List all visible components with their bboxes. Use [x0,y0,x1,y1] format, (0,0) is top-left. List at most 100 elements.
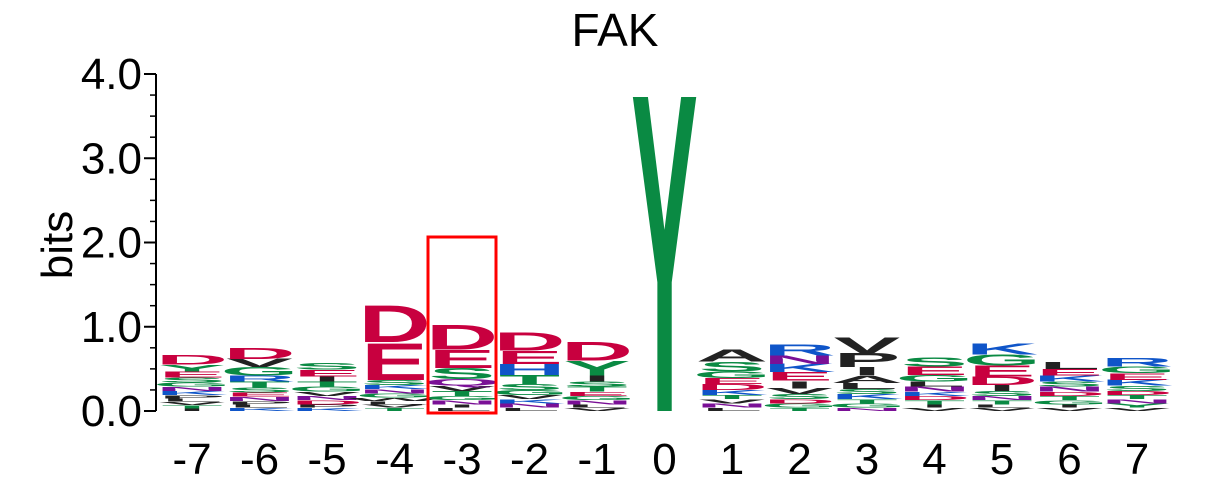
logo-letter: K [156,390,228,397]
logo-letter: D [966,375,1038,388]
logo-letter: E [294,368,361,378]
logo-letter: D [156,352,228,368]
logo-letter: N [1033,385,1105,393]
x-tick-label: 6 [1057,435,1081,484]
logo-letter: E [766,370,833,383]
logo-letter: E [226,391,293,398]
logo-letter: K [966,341,1038,358]
y-tick-label: 0.0 [81,387,142,436]
logo-letter: S [1036,380,1103,388]
logo-letter: V [1036,407,1103,412]
logo-letter: I [313,375,341,383]
logo-letter: E [361,332,428,391]
logo-letter: D [493,327,565,356]
logo-letter: V [766,387,833,396]
x-tick-label: 5 [990,435,1014,484]
logo-letter: K [696,389,768,397]
logo-letter: V [901,407,968,412]
logo-letter: E [969,363,1036,380]
x-tick-label: 3 [855,435,879,484]
logo-letter: V [564,407,631,412]
logo-letter: S [429,365,496,382]
logo-letter: N [1101,398,1173,405]
logo-letter: G [423,395,501,402]
logo-letter: L [701,407,762,412]
logo-letter: Y [159,363,226,373]
logo-letter: L [499,407,560,412]
logo-letter: V [1104,407,1171,412]
logo-letter: G [558,395,636,402]
logo-letter: V [834,333,901,358]
logo-letter: K [1101,378,1173,387]
logo-letter: T [1039,395,1100,402]
logo-letter: D [696,383,768,392]
logo-letter: L [971,403,1032,408]
logo-letter: G [963,352,1041,369]
logo-letter: N [696,402,768,409]
logo-letter: P [294,403,361,408]
logo-letter: G [153,381,231,388]
logo-letter: L [904,380,965,388]
logo-letter: I [988,384,1016,393]
logo-letter: T [701,394,762,401]
x-tick-label: 1 [720,435,744,484]
logo-letter: K [831,393,903,401]
logo-letter: D [291,399,363,406]
logo-letter: V [361,403,428,408]
logo-letter: K [898,391,970,398]
logo-letter: V [429,385,496,393]
logo-letter: V [496,394,563,401]
logo-letter: D [1033,391,1105,398]
logo-letter: K [493,398,565,405]
logo-letter: R [1101,356,1173,369]
logo-letter: D [1101,390,1173,397]
logo-letter: G [221,365,299,378]
logo-letter: Y [564,357,631,380]
logo-letter: E [564,391,631,398]
logo-letter: N [156,386,228,393]
logo-letter: T [431,390,492,398]
logo-letter: I [178,408,206,412]
logo-letter: D [223,345,295,362]
logo-letter: D [358,294,430,353]
x-tick-label: -4 [375,435,414,484]
logo-stacks: ITVLPKNGSEYDKLPNESTRGVDKPDNVGTIESTVLWGNK… [153,0,1176,496]
logo-letter: D [763,398,835,405]
logo-letter: A [831,374,903,386]
logo-letter: P [159,394,226,399]
logo-letter: P [834,350,901,372]
logo-letter: A [696,346,768,366]
logo-letter: N [898,385,970,393]
logo-letter: S [226,386,293,394]
logo-letter: N [966,395,1038,402]
logo-letter: K [223,407,295,412]
logo-letter: V [699,398,766,405]
logo-letter: L [1039,360,1100,372]
logo-letter: E [1104,372,1171,382]
logo-letter: N [763,353,835,366]
logo-letter: D [561,336,633,366]
logo-letter: E [901,364,968,377]
logo-letter: G [491,389,569,397]
logo-letter: N [223,396,295,403]
logo-letter: K [291,407,363,412]
logo-letter: E [699,377,766,386]
logo-letter: I [853,365,881,378]
logo-letter: S [969,390,1036,398]
logo-letter: T [364,407,425,412]
highlight-box [426,235,498,415]
logo-letter: N [426,399,498,406]
logo-letter: H [493,361,565,378]
logo-letter: T [904,399,965,406]
logo-letter: D [898,395,970,402]
logo-letter: T [566,385,627,393]
